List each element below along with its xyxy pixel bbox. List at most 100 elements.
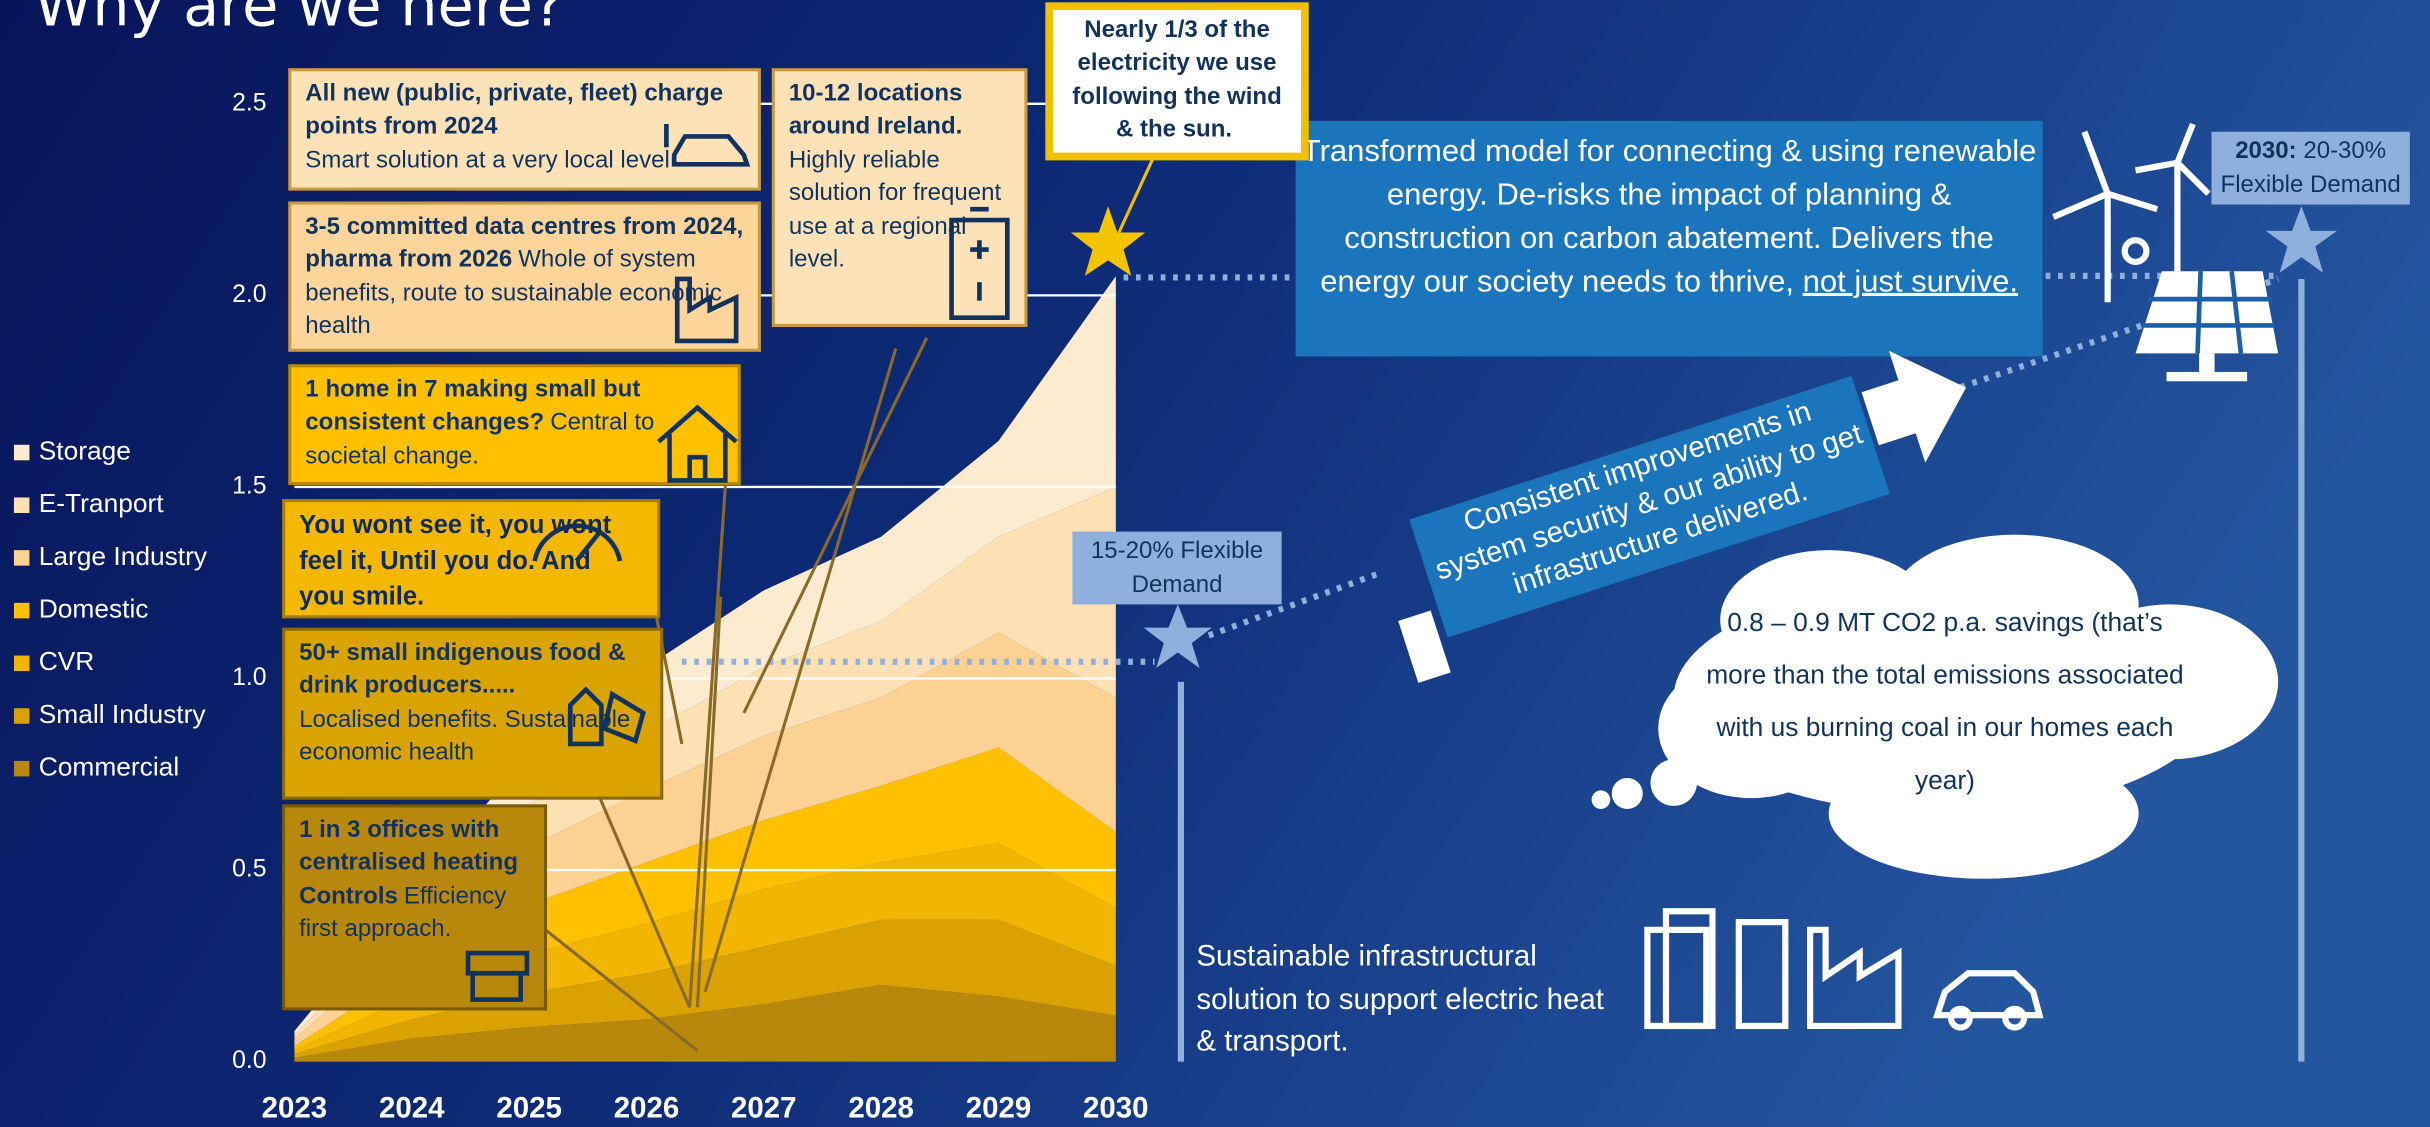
annotation-box: [771, 68, 1028, 328]
annotation-text-box: All new (public, private, fleet) charge …: [305, 80, 724, 174]
house-icon: [657, 404, 738, 483]
city-icon: [1644, 908, 2044, 1031]
annotation-box: [1045, 2, 1309, 161]
battery-icon: [949, 206, 1010, 321]
legend-swatch: [13, 760, 30, 777]
annotation: You wont see it, you wont feel it, Until…: [282, 499, 661, 619]
y-tick-label: 2.5: [232, 89, 266, 116]
legend-swatch: [13, 497, 30, 513]
annotation-normal: Highly reliable solution for frequent us…: [788, 146, 1002, 273]
legend-label: CVR: [39, 646, 95, 676]
annotation-normal: Smart solution at a very local level: [305, 146, 670, 174]
annotation-text: Nearly 1/3 of the electricity we use fol…: [1049, 6, 1305, 156]
annotation: 50+ small indigenous food & drink produc…: [282, 627, 664, 800]
area: [294, 984, 1116, 1062]
cloud: [1591, 534, 2279, 879]
annotation-normal: Localised benefits. Sustainable economic…: [299, 706, 631, 766]
x-tick-label: 2023: [262, 1091, 328, 1124]
dotted-connector: [681, 272, 2280, 665]
legend-label: Domestic: [39, 594, 149, 624]
annotation: 10-12 locations around Ireland.Highly re…: [771, 68, 1028, 328]
annotation-box: [282, 627, 664, 800]
y-tick-label: 1.5: [232, 472, 266, 499]
x-tick-label: 2024: [379, 1091, 445, 1124]
arrow-tail: [1398, 610, 1451, 683]
x-tick-label: 2029: [966, 1091, 1032, 1124]
annotation-text-box: 3-5 committed data centres from 2024, ph…: [290, 203, 760, 350]
x-tick-label: 2027: [731, 1091, 797, 1124]
annotation-text: 1 in 3 offices with centralised heating …: [284, 806, 546, 1009]
y-tick-label: 0.5: [232, 856, 266, 883]
model-text-box: Transformed model for connecting & using…: [1302, 130, 2037, 304]
flex-text: 2030: 20-30% Flexible Demand: [2211, 132, 2409, 202]
model-text: Transformed model for connecting & using…: [1302, 130, 2037, 304]
legend-label: Commercial: [39, 752, 179, 782]
leader-line: [544, 337, 929, 1052]
flex-text-box: 2030: 20-30% Flexible Demand: [2211, 132, 2409, 202]
annotation: 1 home in 7 making small but consistent …: [288, 364, 741, 486]
y-tick-label: 1.0: [232, 664, 266, 691]
area: [294, 276, 1116, 1035]
model-box: [1295, 120, 2043, 357]
gauge-icon: [532, 523, 623, 563]
star: [1143, 604, 1212, 668]
solar-icon: [2135, 271, 2279, 382]
cloud-text: 0.8 – 0.9 MT CO2 p.a. savings (that’s mo…: [1706, 607, 2184, 796]
area: [294, 843, 1116, 1054]
x-tick-label: 2025: [496, 1091, 562, 1124]
annotation-bold: 10-12 locations around Ireland.: [788, 80, 963, 141]
annotation-text: You wont see it, you wont feel it, Until…: [284, 501, 659, 617]
area: [294, 632, 1116, 1047]
flex-year: 2030:: [2235, 137, 2297, 165]
legend-swatch: [13, 655, 30, 672]
annotation-text: 10-12 locations around Ireland. Highly re…: [773, 70, 1026, 326]
legend-swatch: [13, 550, 30, 566]
annotation-bold: Nearly 1/3 of the electricity we use fol…: [1072, 17, 1282, 143]
annotation-box: [282, 499, 661, 619]
legend-label: Small Industry: [39, 699, 207, 729]
legend-label: Large Industry: [39, 541, 208, 571]
annotation-text-box: Nearly 1/3 of the electricity we use fol…: [1049, 6, 1305, 156]
turbine-icon: [2052, 122, 2211, 303]
annotation-text-box: 50+ small indigenous food & drink produc…: [284, 629, 662, 798]
overlay: 0.8 – 0.9 MT CO2 p.a. savings (that’s mo…: [282, 2, 2410, 1062]
arrow-body: [1409, 375, 1890, 638]
legend-label: E-Tranport: [39, 488, 165, 518]
annotation-bold: 3-5 committed data centres from 2024, ph…: [305, 213, 744, 274]
flex-text: 15-20% Flexible Demand: [1090, 537, 1264, 598]
x-tick-label: 2030: [1083, 1091, 1149, 1124]
annotation-text: 1 home in 7 making small but consistent …: [290, 366, 739, 484]
factory-icon: [674, 276, 739, 344]
model-text-end: not just survive.: [1802, 265, 2018, 300]
x-tick-label: 2028: [848, 1091, 914, 1124]
arrow-head: [1861, 350, 1967, 463]
flex-value: 20-30% Flexible Demand: [2220, 137, 2401, 198]
annotation-bold: You wont see it, you wont feel it, Until…: [299, 511, 612, 610]
y-tick-label: 0.0: [232, 1047, 266, 1074]
legend-swatch: [13, 602, 30, 619]
annotation-text: 3-5 committed data centres from 2024, ph…: [290, 203, 760, 350]
star: [1070, 206, 1146, 276]
annotation: All new (public, private, fleet) charge …: [288, 68, 761, 191]
flex-text-box: 15-20% Flexible Demand: [1090, 537, 1264, 598]
legend-swatch: [13, 444, 30, 461]
leader-line: [1117, 154, 1156, 234]
flex-box: [1072, 531, 1282, 605]
annotation-normal: Central to societal change.: [305, 409, 655, 470]
annotation-text-box: 10-12 locations around Ireland.Highly re…: [773, 70, 1026, 326]
annotation: 1 in 3 offices with centralised heating …: [282, 804, 548, 1011]
car-icon: [664, 123, 751, 167]
annotation-text-box: 1 home in 7 making small but consistent …: [290, 366, 739, 484]
slide-title: Why are we here?: [34, 0, 564, 39]
star: [2265, 206, 2338, 273]
arrow: Consistent improvements in system securi…: [1398, 350, 1967, 683]
annotation-text-box: You wont see it, you wont feel it, Until…: [284, 501, 659, 617]
flex-box: [2211, 131, 2410, 205]
annotation-text: 50+ small indigenous food & drink produc…: [284, 629, 662, 798]
legend-swatch: [13, 708, 30, 724]
annotation-bold: All new (public, private, fleet) charge …: [305, 80, 724, 141]
y-tick-label: 2.0: [232, 281, 266, 308]
annotation-normal: Whole of system benefits, route to susta…: [305, 247, 722, 340]
annotation-normal: Efficiency first approach.: [299, 882, 507, 943]
